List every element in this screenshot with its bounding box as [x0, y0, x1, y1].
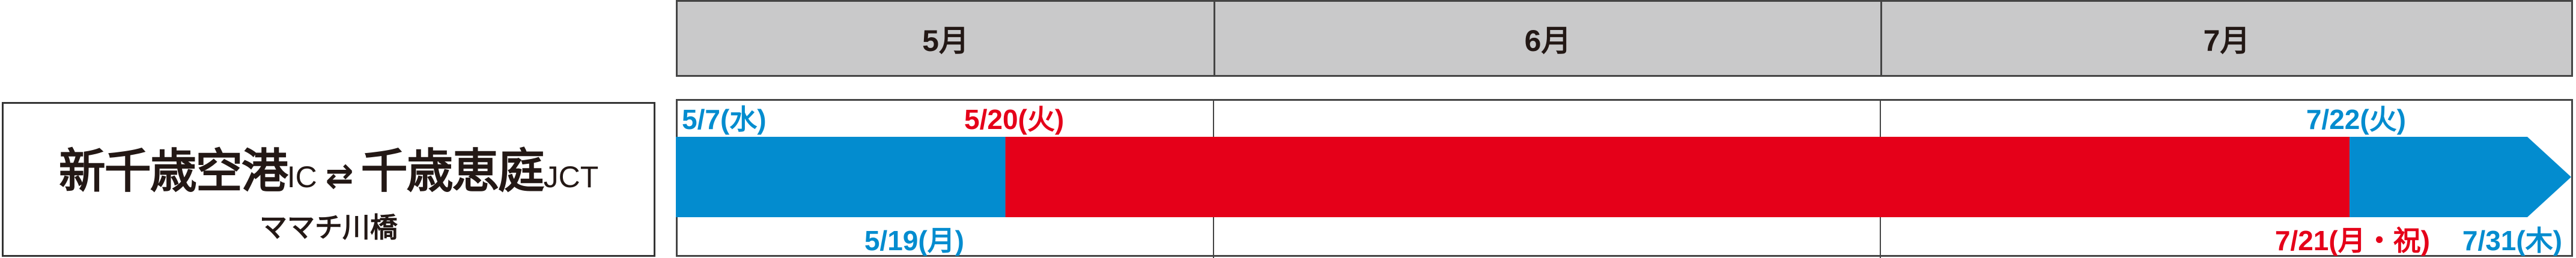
month-may: 5月: [678, 2, 1215, 75]
from-name: 新千歳空港: [58, 145, 288, 197]
to-suffix: JCT: [543, 160, 599, 194]
date-label: 5/19(月): [864, 225, 964, 256]
from-suffix: IC: [287, 160, 317, 194]
bar-5-7-to-5-19: [676, 137, 1006, 217]
route-title: 新千歳空港IC ⇄ 千歳恵庭JCT: [4, 134, 654, 201]
month-july: 7月: [2203, 24, 2250, 58]
to-name: 千歳恵庭: [360, 145, 545, 197]
date-label: 7/31(木): [2462, 225, 2562, 256]
section-name: ママチ川橋: [260, 212, 398, 243]
bar-5-20-to-7-21: [1005, 137, 2350, 217]
gantt-chart: 5/7(水) 5/19(月) 5/20(火) 7/21(月・祝) 7/22(火) 7/31…: [676, 99, 2571, 258]
date-label: 5/20(火): [964, 104, 1064, 135]
bidirectional-arrow-icon: ⇄: [325, 157, 354, 194]
month-june: 6月: [1215, 2, 1882, 75]
date-label: 7/21(月・祝): [2275, 225, 2430, 256]
date-label: 7/22(火): [2306, 104, 2406, 135]
bar-7-22-to-7-31: [2350, 137, 2571, 217]
section-label: 新千歳空港IC ⇄ 千歳恵庭JCT ママチ川橋: [2, 102, 655, 257]
date-label: 5/7(水): [682, 104, 767, 135]
month-header: 5月 6月 7月: [676, 0, 2573, 77]
